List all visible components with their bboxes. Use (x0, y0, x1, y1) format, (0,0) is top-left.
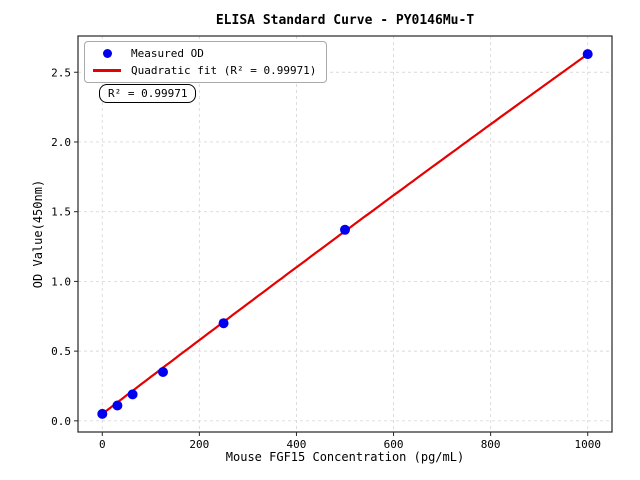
data-point (582, 49, 593, 60)
y-tick-label: 2.0 (51, 136, 71, 149)
legend-item-measured-od: Measured OD (92, 47, 316, 60)
x-tick-label: 600 (384, 438, 404, 451)
data-point (97, 408, 108, 419)
x-tick-label: 0 (99, 438, 106, 451)
y-tick-label: 1.0 (51, 275, 71, 288)
legend-item-quadratic-fit: Quadratic fit (R² = 0.99971) (92, 64, 316, 77)
data-point (340, 224, 350, 235)
legend-label-quadratic-fit: Quadratic fit (R² = 0.99971) (131, 64, 317, 77)
legend: Measured OD Quadratic fit (R² = 0.99971) (84, 41, 328, 83)
x-tick-label: 200 (189, 438, 209, 451)
x-tick-label: 400 (287, 438, 307, 451)
data-point (158, 367, 168, 377)
legend-line-marker-icon (93, 69, 121, 72)
y-tick-label: 0.5 (51, 345, 71, 358)
x-tick-label: 800 (481, 438, 501, 451)
data-point (218, 318, 229, 329)
legend-swatch (92, 49, 122, 58)
y-axis-label: OD Value(450nm) (31, 179, 45, 289)
r-squared-annotation: R² = 0.99971 (99, 84, 197, 103)
x-axis-label: Mouse FGF15 Concentration (pg/mL) (225, 450, 465, 464)
legend-swatch (92, 69, 122, 72)
x-tick-label: 1000 (574, 438, 601, 451)
chart-title: ELISA Standard Curve - PY0146Mu-T (215, 13, 475, 28)
legend-label-measured-od: Measured OD (131, 47, 204, 60)
y-tick-label: 2.5 (51, 66, 71, 79)
data-point (127, 389, 138, 400)
legend-dot-marker-icon (102, 49, 112, 58)
plot-border (77, 35, 613, 433)
data-point (112, 400, 123, 411)
y-tick-label: 1.5 (51, 206, 71, 219)
y-tick-label: 0.0 (51, 415, 71, 428)
